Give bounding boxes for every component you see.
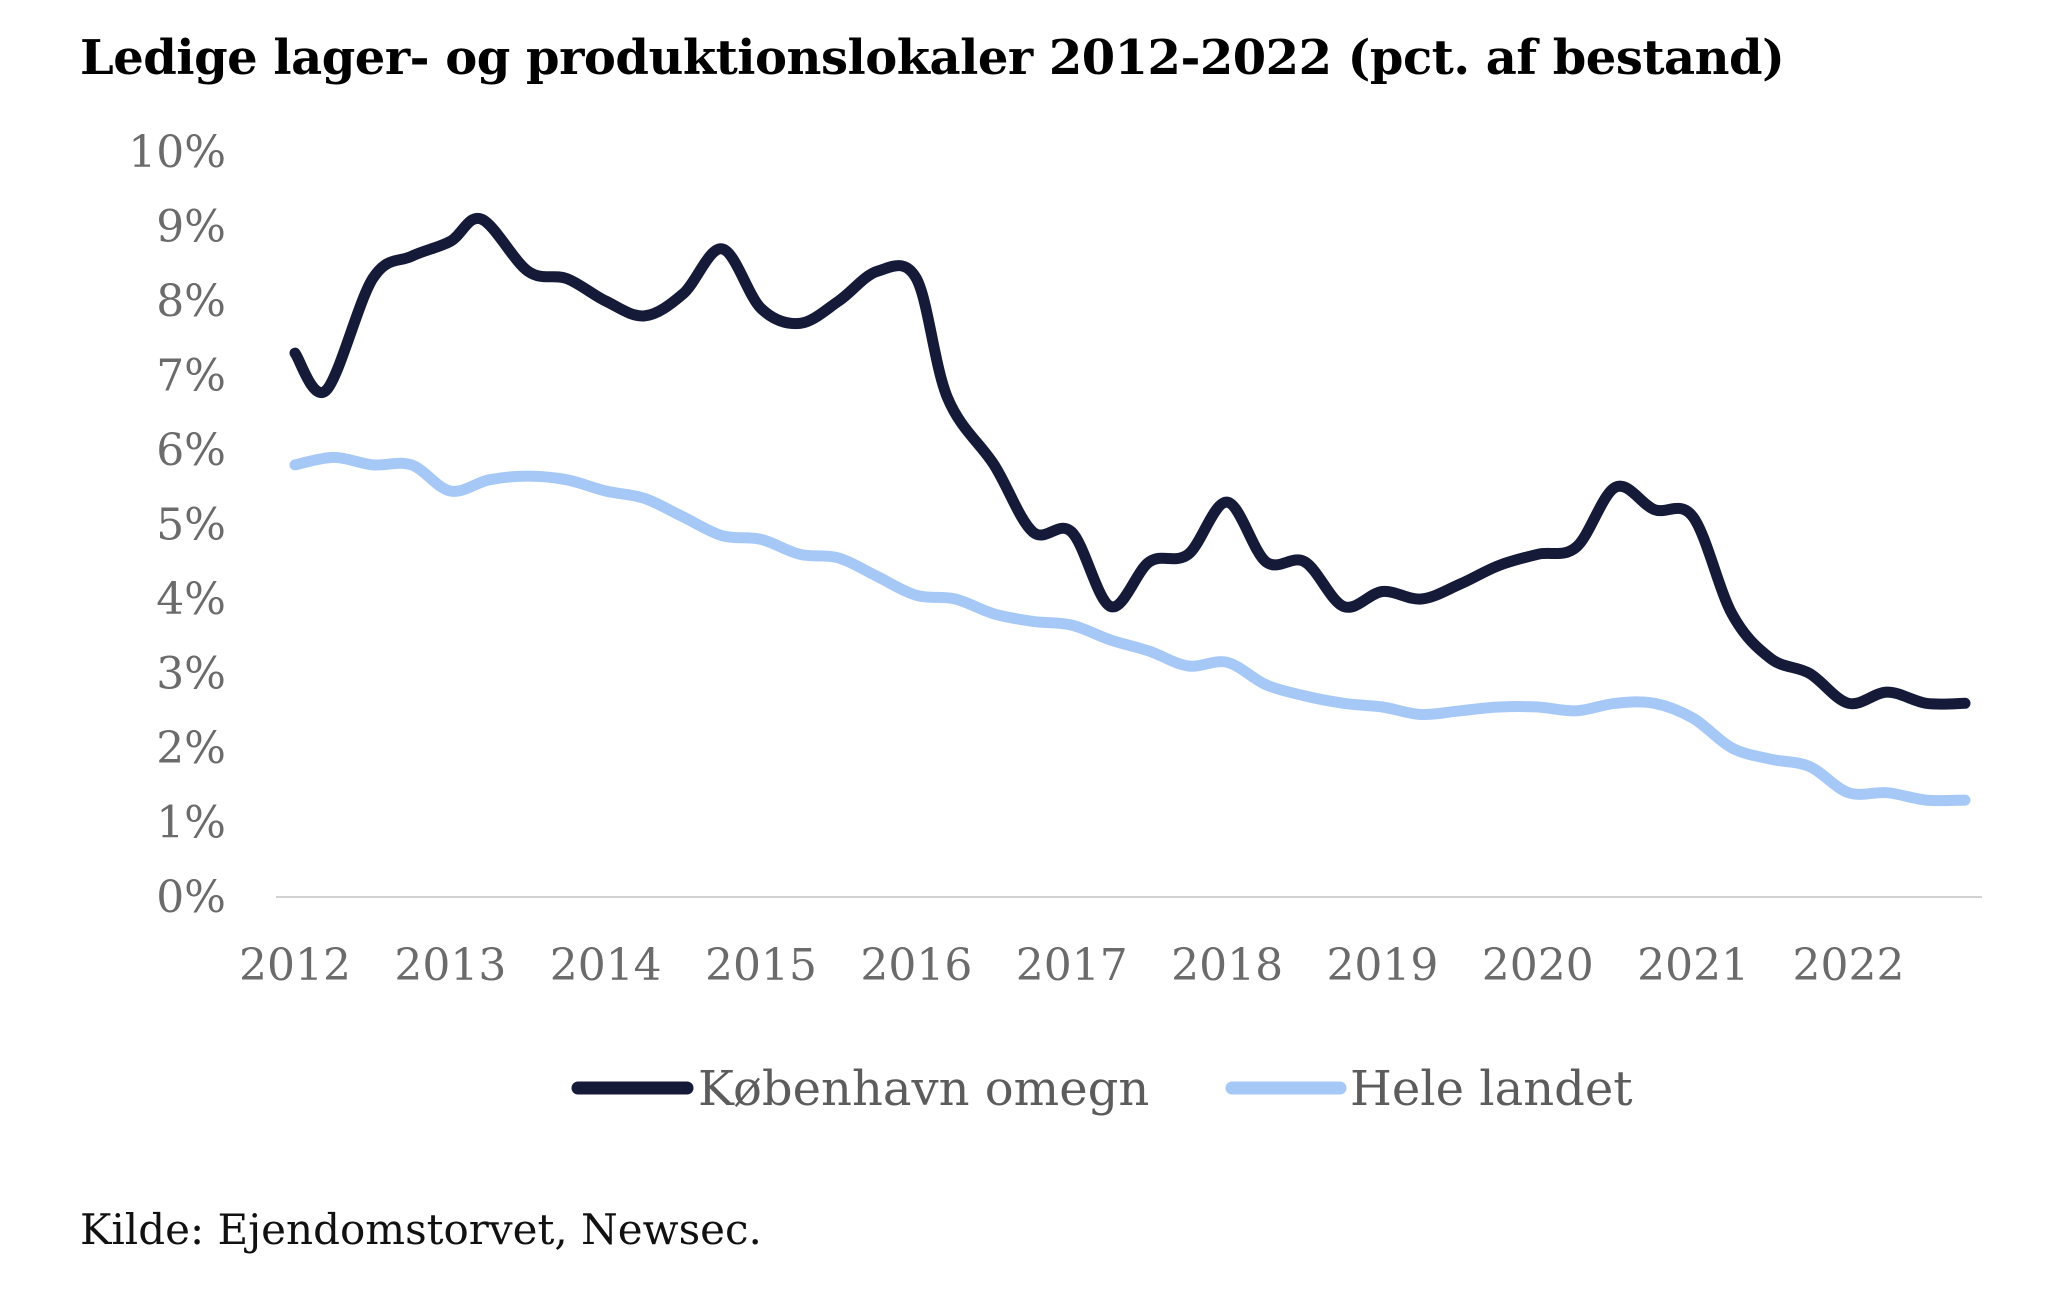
y-tick-label: 8% — [156, 276, 226, 327]
y-tick-label: 3% — [156, 649, 226, 700]
x-tick-label: 2012 — [239, 940, 351, 991]
x-tick-label: 2020 — [1482, 940, 1594, 991]
legend: København omegn Hele landet — [571, 1061, 1633, 1117]
x-tick-label: 2015 — [705, 940, 817, 991]
x-tick-label: 2016 — [860, 940, 972, 991]
y-tick-label: 5% — [156, 500, 226, 551]
y-tick-label: 10% — [128, 127, 226, 178]
source-note: Kilde: Ejendomstorvet, Newsec. — [80, 1205, 762, 1254]
x-tick-label: 2019 — [1326, 940, 1438, 991]
series-line-k-benhavn-omegn — [289, 212, 1971, 710]
legend-label: København omegn — [698, 1061, 1149, 1117]
x-axis-labels: 2012 2013 2014 2015 2016 2017 2018 2019 2020 2021… — [239, 940, 1904, 991]
y-tick-label: 7% — [156, 351, 226, 402]
y-tick-label: 6% — [156, 425, 226, 476]
series-line-hele-landet — [289, 451, 1971, 807]
x-tick-label: 2014 — [550, 940, 662, 991]
x-tick-label: 2018 — [1171, 940, 1283, 991]
y-tick-label: 1% — [156, 798, 226, 849]
x-tick-label: 2022 — [1792, 940, 1904, 991]
series-lines — [289, 212, 1971, 807]
chart-title: Ledige lager- og produktionslokaler 2012… — [80, 30, 1785, 86]
x-tick-label: 2017 — [1016, 940, 1128, 991]
y-tick-label: 9% — [156, 202, 226, 253]
y-axis-labels: 0% 1% 2% 3% 4% 5% 6% 7% 8% 9% 10% — [128, 127, 226, 923]
y-tick-label: 2% — [156, 723, 226, 774]
y-tick-label: 0% — [156, 872, 226, 923]
legend-label: Hele landet — [1350, 1061, 1633, 1117]
x-tick-label: 2013 — [394, 940, 506, 991]
y-tick-label: 4% — [156, 574, 226, 625]
x-tick-label: 2021 — [1637, 940, 1749, 991]
